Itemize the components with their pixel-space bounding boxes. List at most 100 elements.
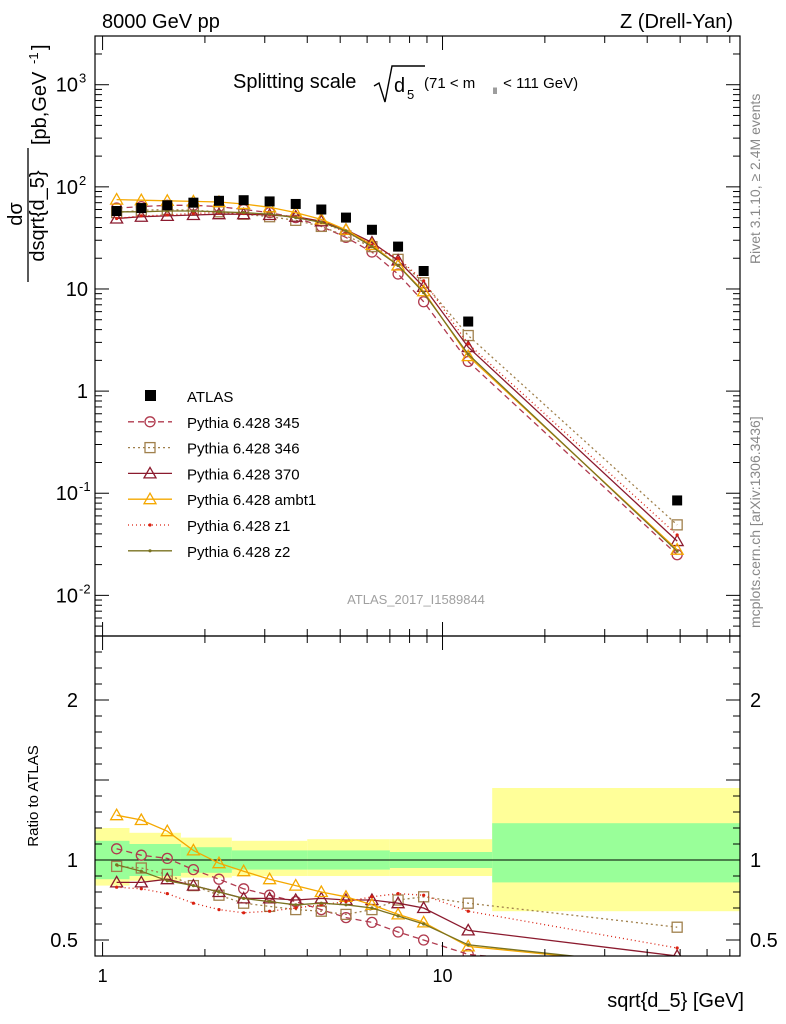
sqrt-sign: [373, 65, 425, 103]
header-left: 8000 GeV pp: [102, 11, 220, 33]
ratio-series-3-point-11: [390, 907, 406, 920]
ratio-series-0-point-3: [187, 863, 200, 876]
ratio-series-5-point-11: [396, 914, 400, 918]
title-main: Splitting scale: [233, 71, 356, 93]
main-series-5-point-11: [396, 263, 400, 268]
main-series-5-point-7: [294, 215, 298, 220]
ratio-series-0-point-2: [161, 852, 173, 865]
y-axis-label-ratio: Ratio to ATLAS: [25, 745, 42, 846]
atlas-point-8: [316, 204, 327, 215]
main-series-5-point-8: [319, 220, 323, 224]
ratio-series-line-0: [116, 848, 493, 956]
legend-atlas-marker: [145, 390, 156, 401]
main-series-3-point-0: [109, 192, 124, 205]
ratio-y-tick-label-l-1: 1: [67, 850, 78, 872]
ratio-series-5-point-13: [466, 943, 470, 947]
ratio-series-5-point-6: [268, 900, 272, 904]
ratio-series-4-point-6: [268, 909, 272, 913]
main-series-3-point-13: [461, 348, 476, 362]
ratio-y-tick-label-l-0: 0.5: [50, 930, 78, 952]
ratio-series-4-point-12: [422, 893, 426, 897]
main-series-2-point-1: [134, 209, 149, 222]
ratio-series-2-point-13: [461, 923, 476, 936]
ratio-series-3-point-14: [671, 961, 683, 972]
ratio-series-line-3: [116, 814, 572, 956]
main-series-3-point-11: [390, 258, 406, 271]
ratio-series-5-point-14: [676, 966, 679, 969]
main-y-tick-label-4: 10: [56, 177, 78, 199]
main-series-0-point-11: [392, 268, 404, 280]
ratio-series-line-1: [116, 865, 678, 928]
ratio-series-4-point-7: [294, 906, 298, 910]
ratio-series-3-point-6: [262, 871, 277, 885]
main-series-5-point-10: [370, 245, 374, 249]
legend: ATLAS Pythia 6.428 345 Pythia 6.428 346 Pyt…: [128, 389, 316, 561]
ratio-series-1-point-9: [340, 908, 352, 921]
ratio-y-tick-label-r-1: 1: [750, 850, 761, 872]
legend-label-3: Pythia 6.428 ambt1: [187, 492, 316, 509]
ylabel-unit: [pb,GeV: [29, 71, 51, 145]
ratio-series-5-point-7: [294, 903, 298, 907]
main-series-5-point-9: [344, 229, 348, 233]
main-y-tick-exp-4: 2: [79, 173, 86, 188]
main-series-2-point-3: [186, 207, 201, 221]
atlas-point-11: [393, 241, 404, 252]
ratio-series-line-2: [116, 878, 678, 956]
ratio-series-5-point-12: [422, 922, 426, 926]
main-series-1-point-13: [462, 329, 474, 342]
title-range-sub: ll: [493, 86, 497, 96]
ratio-y-tick-label-l-2: 2: [67, 690, 78, 712]
main-y-tick-label-0: 10: [56, 585, 78, 607]
ratio-series-0-point-11: [392, 926, 404, 938]
main-series-2-point-2: [160, 208, 175, 222]
ratio-series-0-point-0: [110, 843, 123, 855]
main-y-tick-label-2: 1: [77, 381, 88, 403]
main-series-5-point-13: [466, 352, 470, 356]
atlas-point-4: [213, 195, 224, 206]
main-series-4-point-14: [675, 533, 679, 537]
y-axis-label-main: dσ dsqrt{d_5} [pb,GeV -1 ]: [5, 44, 51, 282]
ylabel-unit-close: ]: [29, 44, 51, 50]
atlas-point-1: [136, 203, 147, 214]
legend-label-1: Pythia 6.428 346: [187, 441, 300, 458]
ratio-series-2-point-1: [134, 875, 149, 888]
atlas-point-2: [162, 200, 173, 211]
legend-label-2: Pythia 6.428 370: [187, 466, 300, 483]
ratio-series-0-point-4: [213, 873, 225, 885]
ratio-series-3-point-12: [416, 915, 431, 928]
ratio-series-0-point-13: [462, 948, 474, 956]
legend-atlas-label: ATLAS: [187, 389, 233, 406]
main-y-tick-label-5: 10: [56, 75, 78, 97]
atlas-point-3: [188, 197, 199, 208]
legend-marker-1: [144, 441, 156, 454]
legend-marker-5: [148, 549, 152, 553]
main-series-0-point-12: [417, 296, 430, 308]
main-series-3-point-8: [314, 212, 329, 225]
ratio-series-0-point-5: [237, 883, 250, 895]
main-series-2-point-13: [461, 339, 476, 353]
main-series-5-point-12: [422, 291, 426, 295]
main-y-tick-label-1: 10: [56, 483, 78, 505]
atlas-point-13: [463, 316, 474, 327]
analysis-label: ATLAS_2017_I1589844: [347, 592, 485, 607]
legend-label-5: Pythia 6.428 z2: [187, 544, 290, 561]
ratio-series-5-point-9: [344, 903, 348, 907]
ratio-series-1-point-14: [671, 921, 683, 933]
band-inner-6: [492, 823, 740, 883]
rivet-label: Rivet 3.1.10, ≥ 2.4M events: [747, 94, 763, 264]
atlas-point-12: [418, 265, 429, 276]
atlas-point-14: [672, 495, 683, 506]
main-series-4-point-2: [165, 213, 169, 217]
ratio-series-2-point-12: [416, 900, 431, 914]
ratio-series-3-point-2: [160, 823, 175, 837]
main-series-2-point-4: [211, 206, 227, 220]
x-tick-label-1: 10: [433, 966, 453, 986]
ratio-series-1-point-13: [462, 897, 474, 909]
main-series-3-point-6: [262, 200, 277, 213]
main-y-tick-label-3: 10: [66, 279, 88, 301]
plot-title: Splitting scale d 5 (71 < m ll < 111 GeV…: [233, 65, 578, 103]
ratio-series-0-point-1: [135, 849, 147, 861]
main-series-4-point-1: [139, 214, 143, 218]
ratio-series-5-point-8: [319, 901, 323, 905]
